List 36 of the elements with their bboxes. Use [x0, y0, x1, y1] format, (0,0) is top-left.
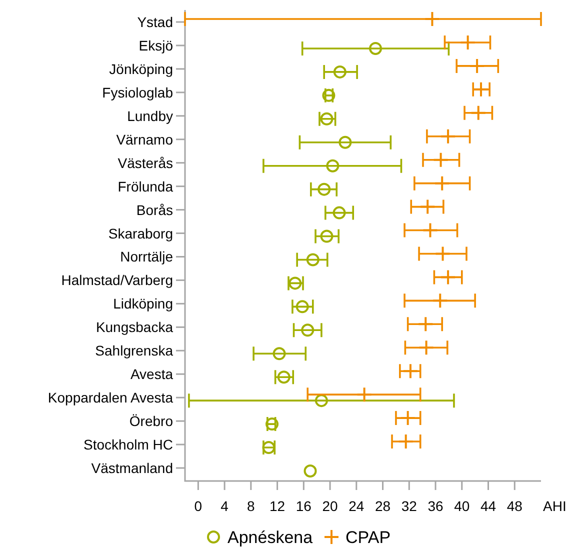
- y-tick-label: Halmstad/Varberg: [61, 272, 173, 288]
- y-tick-label: Ystad: [137, 14, 173, 30]
- x-tick-label: 32: [401, 498, 418, 514]
- y-tick-label: Fysiologlab: [102, 84, 174, 100]
- x-tick-label: 4: [220, 498, 229, 514]
- y-tick-label: Stockholm HC: [84, 436, 173, 453]
- y-tick-label: Jönköping: [109, 60, 173, 77]
- y-tick-label: Västerås: [118, 154, 173, 171]
- y-tick-label: Örebro: [129, 413, 174, 430]
- x-tick-label: 8: [247, 498, 256, 514]
- legend-label: CPAP: [346, 528, 391, 547]
- y-tick-label: Koppardalen Avesta: [48, 390, 174, 406]
- x-tick-label: 24: [348, 498, 364, 514]
- x-tick-label: 28: [374, 498, 391, 514]
- x-tick-label: 20: [322, 498, 338, 514]
- x-tick-label: 48: [506, 498, 523, 514]
- x-tick-label: 16: [296, 498, 312, 514]
- y-tick-label: Lidköping: [113, 296, 173, 312]
- legend-label: Apnéskena: [228, 528, 314, 547]
- y-tick-label: Norrtälje: [120, 248, 174, 265]
- x-tick-label: 44: [480, 498, 496, 514]
- x-tick-label: 0: [194, 498, 202, 514]
- x-tick-label: 40: [454, 498, 470, 514]
- y-tick-label: Skaraborg: [108, 225, 173, 242]
- y-tick-label: Västmanland: [91, 460, 173, 476]
- x-tick-label: 12: [270, 498, 286, 514]
- y-tick-label: Lundby: [127, 108, 173, 124]
- y-tick-label: Värnamo: [116, 131, 174, 148]
- y-tick-label: Eksjö: [138, 37, 174, 54]
- y-tick-label: Avesta: [130, 366, 174, 382]
- x-axis-title: AHI: [543, 498, 566, 514]
- y-tick-label: Frölunda: [118, 178, 174, 194]
- y-tick-label: Sahlgrenska: [95, 342, 174, 359]
- y-tick-label: Kungsbacka: [96, 319, 174, 336]
- x-tick-label: 36: [428, 498, 444, 514]
- y-tick-label: Borås: [136, 202, 173, 218]
